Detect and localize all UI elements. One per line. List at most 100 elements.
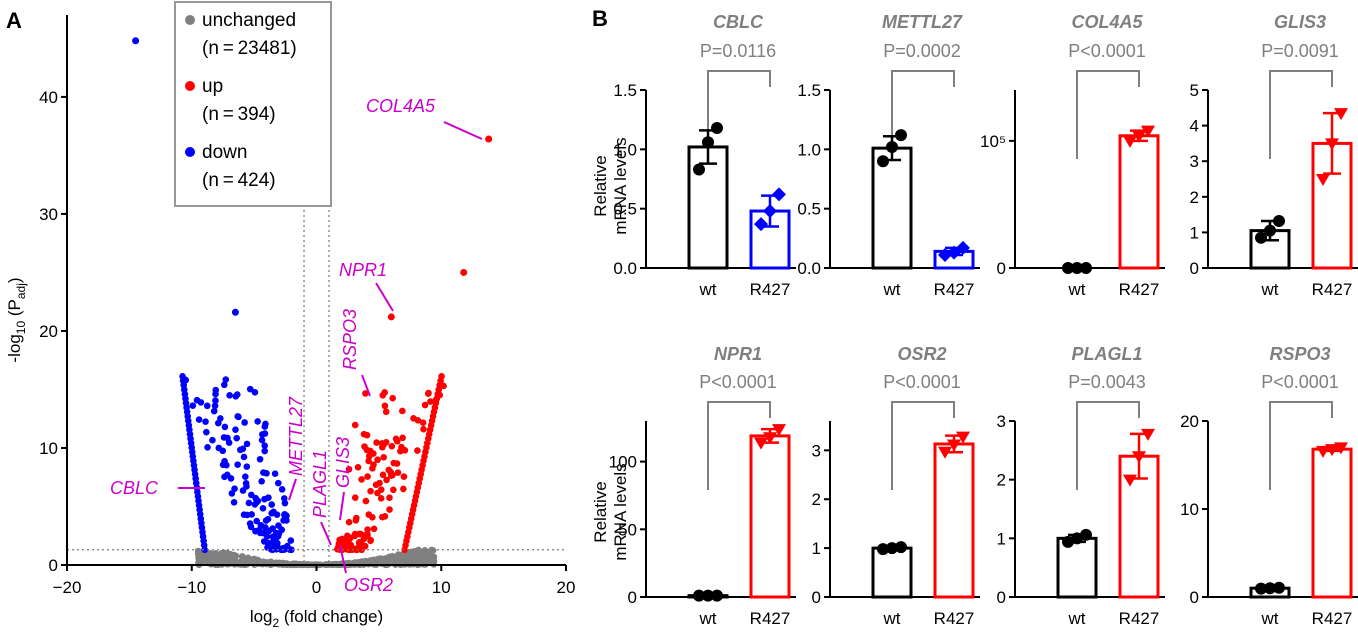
- gene-title: PLAGL1: [1071, 344, 1142, 364]
- x-tick-label: −10: [177, 578, 206, 597]
- up-point: [353, 514, 360, 522]
- legend-marker-unchanged: [185, 15, 195, 25]
- up-point: [362, 497, 370, 505]
- wt-replicate-point: [877, 543, 889, 556]
- annotation-label-RSPO3: RSPO3: [340, 309, 360, 370]
- gene-title: RSPO3: [1269, 344, 1330, 364]
- gene-title: OSR2: [897, 344, 946, 364]
- up-point: [357, 530, 364, 538]
- up-point: [345, 518, 353, 526]
- r427-replicate-point: [956, 431, 970, 444]
- y-axis-label-row1-line1: Relative: [591, 155, 610, 216]
- y-tick-label: 0: [49, 556, 58, 575]
- bar-panel-METTL27: METTL27 P=0.0002 0.0 0.5 1.0 1.5 wt R427: [797, 12, 980, 299]
- y-tick-label: 10: [1180, 500, 1199, 519]
- unchanged-point: [401, 553, 408, 560]
- legend-count-unchanged: (n = 23481): [202, 38, 297, 59]
- highlighted-point: [132, 37, 140, 45]
- category-label-wt: wt: [1068, 609, 1086, 628]
- unchanged-point: [228, 552, 235, 559]
- up-point: [337, 537, 344, 544]
- down-point: [197, 399, 205, 406]
- down-point: [232, 426, 239, 433]
- y-axis-label: -log10 (Padj): [5, 277, 28, 362]
- down-point: [221, 473, 228, 481]
- down-point: [243, 463, 251, 470]
- down-point: [243, 511, 251, 519]
- significance-bracket: [891, 70, 955, 159]
- unchanged-point: [378, 557, 385, 564]
- qpcr-bar-panels: CBLC P=0.0116 0.0 0.5 1.0 1.5 wt R427 METTL27 P=0…: [591, 12, 1358, 628]
- up-point: [386, 494, 393, 502]
- unchanged-point: [428, 546, 435, 554]
- significance-bracket: [1076, 70, 1140, 159]
- wt-replicate-point: [1255, 582, 1267, 595]
- wt-replicate-point: [1273, 581, 1285, 594]
- unchanged-point: [194, 550, 202, 558]
- y-tick-label: 0.0: [613, 259, 637, 278]
- y-tick-label: 2: [997, 471, 1006, 490]
- r427-replicate-point: [938, 446, 952, 459]
- down-point: [265, 541, 272, 548]
- annotation-label-OSR2: OSR2: [344, 575, 393, 595]
- down-point: [204, 443, 211, 451]
- down-point: [280, 517, 287, 524]
- y-tick-label: 20: [1180, 412, 1199, 431]
- down-point: [287, 537, 295, 544]
- up-point: [438, 373, 445, 380]
- wt-replicate-point: [1080, 528, 1092, 541]
- down-point: [272, 534, 280, 542]
- p-value: P=0.0002: [883, 41, 961, 61]
- r427-replicate-point: [772, 424, 786, 437]
- y-tick-label: 100: [609, 453, 637, 472]
- up-point: [377, 495, 385, 502]
- significance-bracket: [1269, 401, 1333, 490]
- category-label-R427: R427: [934, 609, 975, 628]
- annotation-line-GLIS3: [339, 491, 345, 521]
- y-tick-label: 0: [1190, 259, 1199, 278]
- r427-replicate-point: [772, 187, 786, 202]
- r427-replicate-point: [1132, 130, 1146, 143]
- up-point: [388, 442, 396, 450]
- up-point: [383, 476, 390, 484]
- down-point: [281, 511, 288, 519]
- y-tick-label: 1: [1190, 223, 1199, 242]
- bar-panel-PLAGL1: PLAGL1 P=0.0043 0 1 2 3 wt R427: [997, 344, 1165, 628]
- y-tick-label: 2: [812, 490, 821, 509]
- down-point: [270, 508, 277, 516]
- legend: unchanged (n = 23481) up (n = 394) down (n = …: [174, 1, 332, 207]
- down-point: [259, 505, 267, 512]
- category-label-R427: R427: [1312, 280, 1353, 299]
- annotation-line-RSPO3: [361, 374, 371, 397]
- r427-replicate-point: [1334, 108, 1348, 121]
- y-tick-label: 4: [1190, 117, 1199, 136]
- up-point: [373, 439, 380, 446]
- up-point: [367, 537, 374, 545]
- y-tick-label: 0: [812, 588, 821, 607]
- legend-label-unchanged: unchanged: [202, 10, 296, 31]
- y-tick-label: 0: [997, 259, 1006, 278]
- r427-replicate-point: [1141, 428, 1155, 441]
- down-point: [253, 517, 261, 525]
- up-point: [414, 417, 422, 424]
- y-tick-label: 1.5: [797, 81, 821, 100]
- up-point: [357, 538, 365, 546]
- unchanged-point: [410, 549, 418, 556]
- legend-label-up: up: [202, 76, 223, 97]
- up-point: [392, 435, 400, 443]
- unchanged-point: [389, 552, 396, 560]
- up-point: [364, 473, 371, 480]
- down-point: [237, 446, 244, 454]
- up-point: [365, 511, 373, 518]
- annotation-label-COL4A5: COL4A5: [366, 96, 436, 116]
- down-point: [202, 418, 209, 425]
- legend-count-up: (n = 394): [202, 104, 276, 125]
- up-point: [381, 402, 389, 410]
- up-point: [364, 526, 371, 533]
- down-point: [221, 423, 229, 431]
- y-tick-label: 1: [997, 529, 1006, 548]
- wt-replicate-point: [1080, 262, 1092, 274]
- r427-replicate-point: [956, 240, 970, 255]
- up-point: [398, 443, 405, 451]
